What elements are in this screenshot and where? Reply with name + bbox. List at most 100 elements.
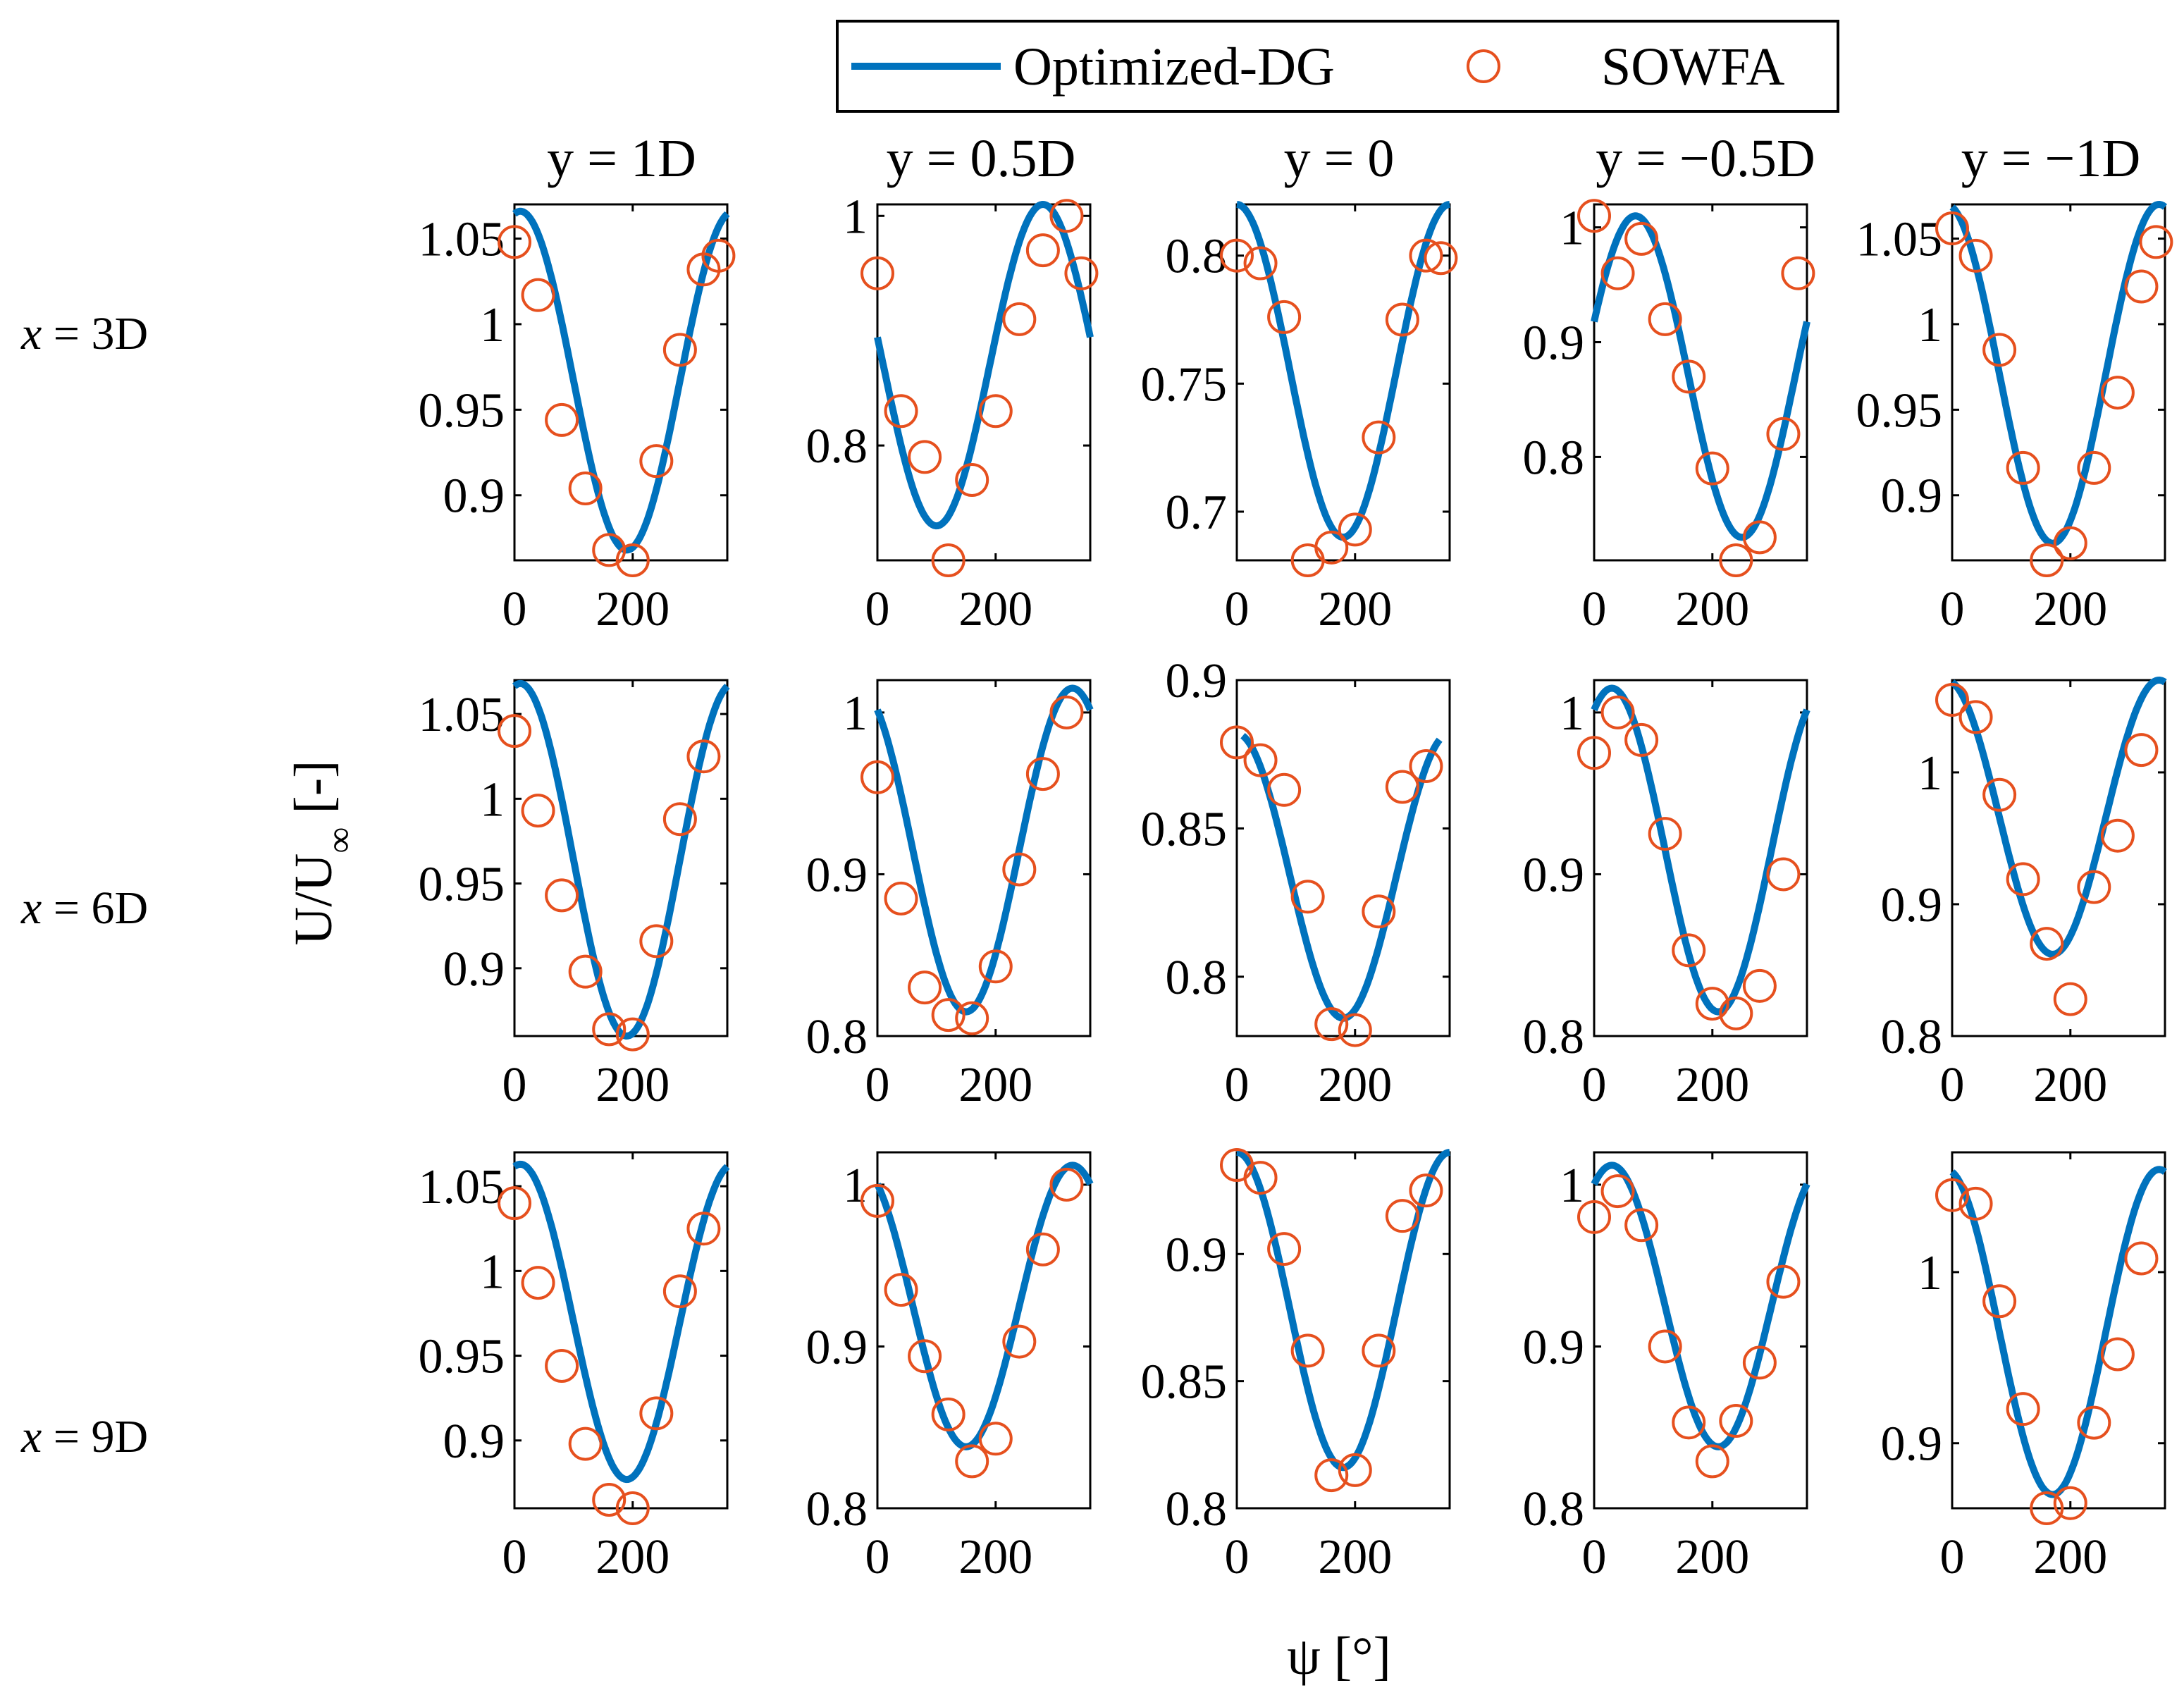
x-tick-label: 0 — [502, 1530, 527, 1584]
sowfa-point — [1672, 359, 1706, 394]
sowfa-point — [1314, 1007, 1349, 1042]
sowfa-point — [2077, 450, 2111, 485]
model-curve — [1949, 201, 2168, 547]
sowfa-point — [2006, 1392, 2040, 1426]
x-tick-label: 0 — [502, 1058, 527, 1112]
axes-box — [1235, 203, 1451, 562]
model-curve — [512, 1160, 730, 1484]
y-tick-label: 0.9 — [443, 469, 505, 524]
sowfa-point — [1409, 749, 1443, 784]
sowfa-point — [884, 881, 918, 916]
sowfa-point — [1935, 211, 1969, 245]
sowfa-point — [1025, 1232, 1060, 1267]
sowfa-point — [2030, 927, 2064, 961]
sowfa-point — [2053, 1486, 2087, 1520]
sowfa-point — [1577, 736, 1611, 770]
axes-box — [1593, 679, 1808, 1037]
sowfa-point — [1243, 246, 1278, 281]
sowfa-point — [1958, 1186, 1993, 1221]
sowfa-point — [521, 794, 555, 828]
sowfa-point — [1781, 256, 1815, 290]
y-tick-label: 0.7 — [1166, 486, 1228, 540]
column-title: y = 0.5D — [887, 129, 1076, 188]
x-tick-label: 200 — [2033, 1530, 2107, 1584]
y-tick-label: 1 — [1560, 686, 1584, 741]
y-tick-label: 1 — [1560, 1159, 1584, 1213]
axes-box — [1235, 1151, 1451, 1510]
sowfa-point — [545, 402, 579, 437]
x-tick-label: 0 — [1582, 582, 1607, 636]
sowfa-point — [2053, 982, 2087, 1016]
y-tick-label: 0.9 — [1881, 469, 1943, 524]
sowfa-point — [1243, 743, 1278, 777]
sowfa-point — [860, 1183, 894, 1218]
y-tick-label: 0.8 — [1523, 431, 1585, 485]
sowfa-point — [2077, 1405, 2111, 1440]
x-axis-label: ψ [°] — [1287, 1627, 1391, 1686]
sowfa-point — [2139, 225, 2173, 259]
sowfa-point — [1648, 1329, 1682, 1364]
sowfa-point — [1600, 256, 1635, 290]
sowfa-point — [1338, 1453, 1372, 1487]
x-tick-label: 200 — [2033, 1058, 2107, 1112]
sowfa-point — [1409, 238, 1443, 273]
model-curve — [1235, 1149, 1452, 1472]
sowfa-point — [1766, 417, 1801, 451]
sowfa-point — [908, 970, 942, 1005]
y-tick-label: 0.9 — [1523, 1320, 1585, 1374]
y-tick-label: 0.75 — [1141, 357, 1228, 412]
y-tick-label: 0.95 — [1856, 383, 1943, 438]
panel: 0.80.910 200 — [806, 679, 1094, 1112]
sowfa-point — [860, 760, 894, 794]
y-tick-label: 0.85 — [1141, 1355, 1228, 1410]
sowfa-point — [1742, 520, 1777, 555]
row-label: x = 9D — [20, 1411, 148, 1462]
y-tick-label: 1.05 — [419, 1160, 505, 1214]
sowfa-point — [1648, 817, 1682, 851]
y-tick-label: 0.9 — [806, 848, 868, 902]
sowfa-point — [1025, 233, 1060, 268]
sowfa-point — [545, 878, 579, 913]
sowfa-point — [2006, 862, 2040, 896]
sowfa-point — [1243, 1161, 1278, 1195]
y-tick-label: 0.9 — [1523, 316, 1585, 370]
x-tick-label: 0 — [1940, 582, 1965, 636]
sowfa-point — [639, 444, 674, 479]
sowfa-point — [884, 1273, 918, 1307]
sowfa-point — [860, 256, 894, 290]
sowfa-point — [662, 802, 697, 837]
sowfa-point — [1958, 700, 1993, 734]
sowfa-point — [1049, 1167, 1084, 1202]
y-tick-label: 0.85 — [1141, 802, 1228, 856]
sowfa-point — [1362, 420, 1396, 455]
model-curve — [1591, 212, 1810, 541]
sowfa-point — [1220, 725, 1254, 760]
y-tick-label: 0.95 — [419, 858, 505, 912]
panel: 0.80.910 200 — [1523, 199, 1815, 636]
sowfa-point — [931, 1397, 965, 1431]
panel: 0.9 0.95 1 1.05 0 200 — [419, 679, 730, 1112]
sowfa-point — [545, 1349, 579, 1383]
x-tick-label: 200 — [596, 582, 670, 636]
panel: 0.80.910 200 — [1881, 677, 2167, 1112]
model-curve — [1591, 684, 1810, 1016]
axes-box — [876, 1151, 1092, 1510]
y-tick-label: 1 — [1918, 298, 1942, 352]
x-tick-label: 200 — [958, 582, 1032, 636]
row-labels: x = 3D x = 6D x = 9D — [20, 308, 148, 1462]
x-tick-label: 0 — [865, 1058, 890, 1112]
y-tick-label: 0.8 — [1166, 951, 1228, 1005]
panel: 0.80.910 200 — [1523, 679, 1810, 1112]
sowfa-point — [568, 1426, 603, 1461]
sowfa-point — [662, 333, 697, 367]
panel: 0.9 0.95 1 1.05 0 200 — [419, 203, 736, 636]
sowfa-point — [615, 1017, 650, 1052]
panel: 0.7 0.75 0.8 0 200 — [1141, 201, 1458, 636]
x-tick-label: 0 — [502, 582, 527, 636]
y-tick-label: 0.9 — [1881, 878, 1943, 932]
x-tick-label: 0 — [1940, 1058, 1965, 1112]
y-tick-label: 1.05 — [419, 688, 505, 742]
x-tick-label: 0 — [1225, 1530, 1250, 1584]
sowfa-point — [1672, 1405, 1706, 1440]
sowfa-point — [978, 949, 1013, 984]
